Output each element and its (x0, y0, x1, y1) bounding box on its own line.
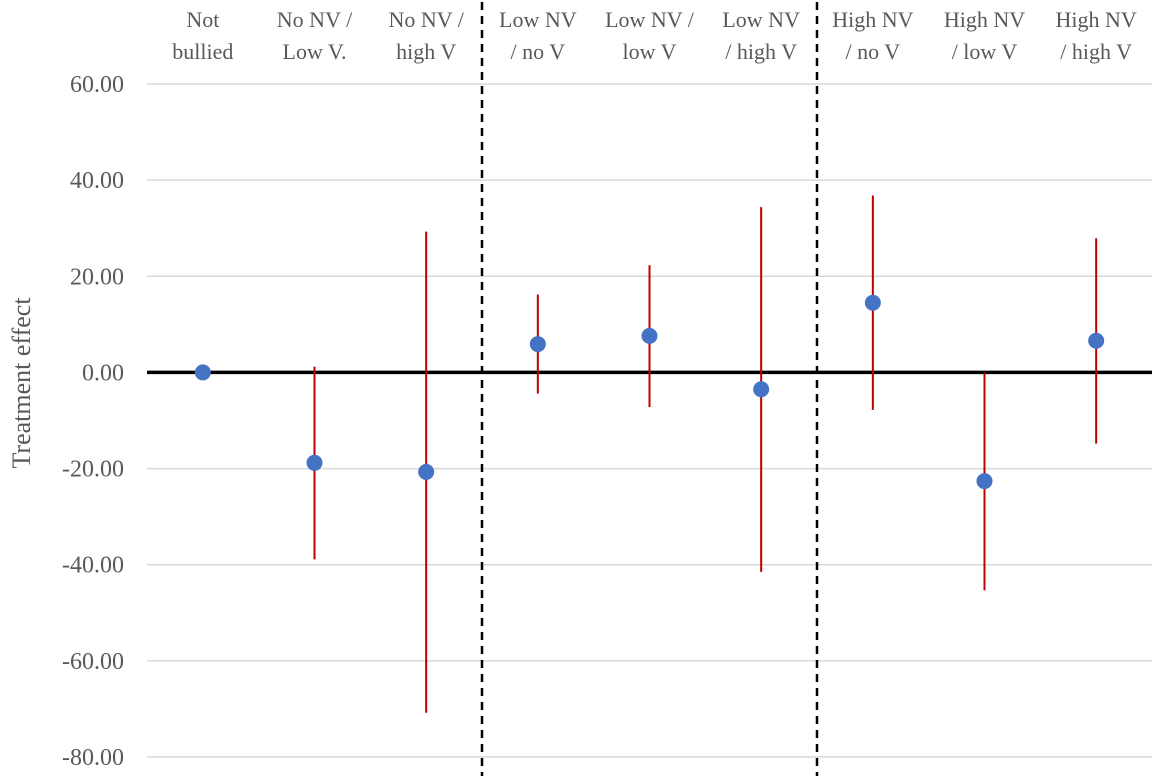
y-axis-ticks: 60.00 40.00 20.00 0.00 -20.00 -40.00 -60.00 -80… (62, 72, 124, 771)
category-label: High NV (944, 7, 1025, 32)
data-point (864, 294, 881, 311)
data-point (306, 454, 323, 471)
y-tick-label: -60.00 (62, 649, 124, 675)
y-tick-label: 20.00 (70, 264, 124, 290)
data-point (529, 336, 546, 353)
category-label: / no V (846, 39, 901, 64)
category-label: bullied (172, 39, 233, 64)
y-tick-label: 0.00 (82, 360, 124, 386)
category-label: Low NV (499, 7, 577, 32)
category-label: low V (623, 39, 677, 64)
group-separators (480, 2, 819, 776)
y-tick-label: 40.00 (70, 168, 124, 194)
category-label: / low V (952, 39, 1018, 64)
category-label: Not (186, 7, 219, 32)
y-tick-label: 60.00 (70, 72, 124, 98)
category-label: / no V (511, 39, 566, 64)
data-point (753, 381, 770, 398)
category-label: High NV (1056, 7, 1137, 32)
data-point (194, 364, 211, 381)
data-point (641, 327, 658, 344)
category-label: / high V (725, 39, 797, 64)
category-label: / high V (1060, 39, 1132, 64)
category-label: Low NV (722, 7, 800, 32)
category-labels: Not bullied No NV / Low V. No NV / high V Low … (172, 7, 1137, 64)
data-point (418, 463, 435, 480)
category-label: High NV (832, 7, 913, 32)
data-points (194, 294, 1105, 490)
error-bars (313, 195, 1098, 713)
data-point (1088, 332, 1105, 349)
data-point (976, 473, 993, 490)
category-label: No NV / (388, 7, 464, 32)
gridlines (147, 83, 1152, 758)
y-tick-label: -80.00 (62, 745, 124, 771)
category-label: Low NV / (605, 7, 695, 32)
category-label: No NV / (277, 7, 353, 32)
y-axis-title: Treatment effect (7, 297, 36, 469)
category-label: Low V. (283, 39, 347, 64)
y-tick-label: -40.00 (62, 553, 124, 579)
category-label: high V (396, 39, 456, 64)
y-tick-label: -20.00 (62, 457, 124, 483)
